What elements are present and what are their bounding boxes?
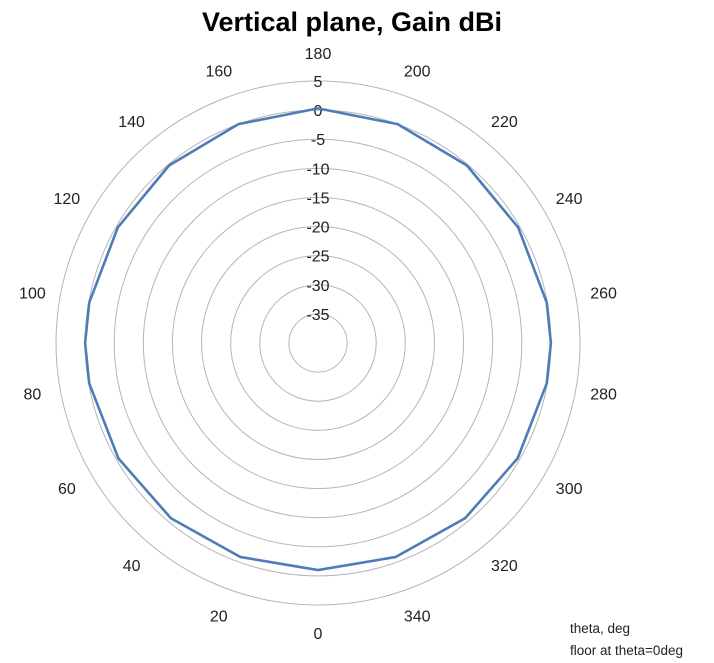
angle-tick-label: 260 — [590, 286, 617, 303]
radial-tick-label: 5 — [314, 74, 323, 91]
grid-circle-minus25 — [230, 255, 406, 431]
grid-circle-minus10 — [142, 167, 494, 519]
radial-tick-label: -20 — [306, 220, 329, 237]
angle-tick-label: 280 — [590, 386, 617, 403]
chart-title: Vertical plane, Gain dBi — [202, 7, 502, 37]
grid-circle-minus30 — [259, 284, 377, 402]
angle-tick-label: 320 — [491, 558, 518, 575]
radial-tick-label: -15 — [306, 190, 329, 207]
angle-tick-label: 160 — [205, 63, 232, 80]
grid-circle-0 — [84, 109, 552, 577]
angle-tick-label: 200 — [404, 63, 431, 80]
angle-tick-label: 300 — [556, 481, 583, 498]
grid-circle-minus35 — [288, 313, 348, 373]
angle-tick-label: 20 — [210, 609, 228, 626]
radial-tick-label: -25 — [306, 249, 329, 266]
angle-tick-labels: 0 20 40 60 80 100 120 140 160 180 200 220 240 260 280 3… — [19, 46, 617, 643]
polar-grid — [55, 80, 581, 606]
grid-circle-minus5 — [113, 138, 523, 548]
radial-tick-label: -10 — [306, 161, 329, 178]
series-line-gain — [83, 107, 553, 572]
grid-circle-5 — [55, 80, 581, 606]
angle-tick-label: 220 — [491, 114, 518, 131]
note-floor: floor at theta=0deg — [570, 643, 683, 658]
radial-tick-label: 0 — [314, 103, 323, 120]
angle-tick-label: 60 — [58, 481, 76, 498]
radial-tick-label: -5 — [311, 132, 325, 149]
radial-tick-label: -30 — [306, 278, 329, 295]
angle-tick-label: 100 — [19, 286, 46, 303]
radial-tick-label: -35 — [306, 307, 329, 324]
grid-circle-minus15 — [171, 196, 465, 490]
angle-tick-label: 240 — [556, 191, 583, 208]
angle-tick-label: 120 — [53, 191, 80, 208]
note-theta-unit: theta, deg — [570, 621, 630, 636]
grid-circle-minus20 — [201, 226, 435, 460]
angle-tick-label: 40 — [123, 558, 141, 575]
radial-tick-labels: 5 0 -5 -10 -15 -20 -25 -30 -35 — [306, 74, 329, 324]
series-layer — [83, 107, 553, 572]
angle-tick-label: 80 — [24, 386, 42, 403]
angle-tick-label: 0 — [314, 626, 323, 643]
angle-tick-label: 180 — [305, 46, 332, 63]
angle-tick-label: 140 — [118, 114, 145, 131]
angle-tick-label: 340 — [404, 609, 431, 626]
